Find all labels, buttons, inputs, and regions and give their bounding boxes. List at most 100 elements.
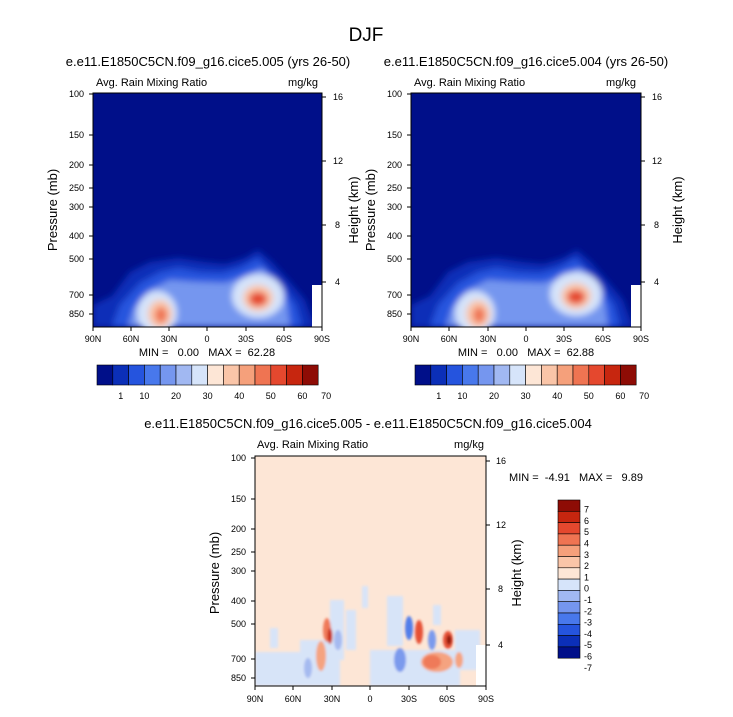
panel-difference-ytick-label: 200 bbox=[231, 524, 246, 534]
colorbar-left-swatch bbox=[302, 364, 319, 386]
panel-right-ytick-label: 500 bbox=[387, 254, 402, 264]
panel-right-ytick-label: 100 bbox=[387, 89, 402, 99]
panel-left-xtick-label: 0 bbox=[204, 334, 209, 344]
panel-right-y-axis: 100 150 200 250 300 400 500 700 850 bbox=[387, 89, 411, 319]
panel-difference-xtick-label: 60S bbox=[439, 694, 455, 704]
colorbar-left-swatch bbox=[175, 364, 193, 386]
panel-left-y-axis: 100 150 200 250 300 400 500 700 850 bbox=[69, 89, 93, 319]
panel-right-colorbar: 1 10 20 30 40 50 60 70 bbox=[414, 364, 649, 401]
colorbar-difference-swatch bbox=[557, 544, 581, 557]
panel-right-title: e.e11.E1850C5CN.f09_g16.cice5.004 (yrs 2… bbox=[384, 54, 669, 69]
panel-left-colorbar: 1 10 20 30 40 50 60 70 bbox=[96, 364, 331, 401]
panel-left-ytick-label: 200 bbox=[69, 160, 84, 170]
panel-left-contour-9 bbox=[249, 292, 267, 306]
panel-right-ylabel: Pressure (mb) bbox=[363, 169, 378, 251]
colorbar-difference-swatch bbox=[557, 533, 581, 546]
colorbar-difference-label: 0 bbox=[584, 584, 589, 594]
panel-difference-ylabel: Pressure (mb) bbox=[207, 532, 222, 614]
panel-right-field bbox=[411, 93, 641, 327]
colorbar-difference-swatch bbox=[557, 612, 581, 625]
panel-right-y2tick-label: 16 bbox=[652, 92, 662, 102]
panel-left: e.e11.E1850C5CN.f09_g16.cice5.005 (yrs 2… bbox=[45, 54, 361, 401]
panel-left-ylabel-right: Height (km) bbox=[346, 176, 361, 243]
panel-difference-contour bbox=[405, 616, 413, 640]
colorbar-right-swatch bbox=[541, 364, 558, 386]
panel-left-xtick-label: 30N bbox=[161, 334, 178, 344]
panel-right-y2-axis: 16 12 8 4 bbox=[641, 92, 662, 287]
panel-left-y2tick-label: 16 bbox=[333, 92, 343, 102]
panel-difference-ytick-label: 250 bbox=[231, 547, 246, 557]
panel-right-xtick-label: 30S bbox=[556, 334, 572, 344]
colorbar-left-label: 70 bbox=[321, 391, 331, 401]
panel-right-ylabel-right: Height (km) bbox=[670, 176, 685, 243]
panel-difference-contour bbox=[327, 628, 333, 644]
colorbar-left-swatch bbox=[254, 364, 272, 386]
colorbar-right-swatch bbox=[430, 364, 447, 386]
colorbar-left-swatch bbox=[112, 364, 129, 386]
colorbar-difference-swatch bbox=[557, 567, 581, 580]
panel-left-xtick-label: 60S bbox=[276, 334, 292, 344]
colorbar-right-label: 10 bbox=[457, 391, 467, 401]
colorbar-difference-label: 6 bbox=[584, 516, 589, 526]
colorbar-right-swatch bbox=[525, 364, 542, 386]
panel-difference-title: e.e11.E1850C5CN.f09_g16.cice5.005 - e.e1… bbox=[144, 416, 592, 431]
panel-difference-xtick-label: 30N bbox=[324, 694, 341, 704]
colorbar-left-swatch bbox=[128, 364, 145, 386]
colorbar-left-swatch bbox=[270, 364, 287, 386]
colorbar-difference-swatch bbox=[557, 623, 581, 636]
panel-right-y2tick-label: 4 bbox=[654, 277, 659, 287]
panel-difference-xtick-label: 90S bbox=[478, 694, 494, 704]
panel-right-xtick-label: 60N bbox=[441, 334, 458, 344]
panel-difference-ytick-label: 300 bbox=[231, 566, 246, 576]
colorbar-right-label: 70 bbox=[639, 391, 649, 401]
panel-difference-contour bbox=[334, 630, 342, 650]
panel-right-ytick-label: 200 bbox=[387, 160, 402, 170]
panel-difference-contour bbox=[387, 596, 403, 646]
panel-difference-ylabel-right: Height (km) bbox=[509, 539, 524, 606]
panel-difference-ytick-label: 150 bbox=[231, 494, 246, 504]
colorbar-left-label: 10 bbox=[139, 391, 149, 401]
panel-difference-x-axis: 90N 60N 30N 0 30S 60S 90S bbox=[247, 686, 494, 704]
panel-left-ytick-label: 300 bbox=[69, 202, 84, 212]
panel-difference-units-label: mg/kg bbox=[454, 439, 484, 451]
panel-right-contour-8 bbox=[473, 307, 485, 323]
colorbar-left-swatch bbox=[96, 364, 114, 386]
panel-left-topography bbox=[312, 285, 322, 327]
panel-left-ytick-label: 150 bbox=[69, 130, 84, 140]
colorbar-right-swatch bbox=[620, 364, 637, 386]
panel-left-xtick-label: 90S bbox=[314, 334, 330, 344]
colorbar-difference-label: 3 bbox=[584, 550, 589, 560]
panel-left-units-label: mg/kg bbox=[288, 77, 318, 89]
panel-left-y2tick-label: 8 bbox=[335, 220, 340, 230]
panel-difference-contour bbox=[330, 600, 344, 660]
panel-difference-xtick-label: 90N bbox=[247, 694, 264, 704]
panel-difference-ytick-label: 400 bbox=[231, 596, 246, 606]
panel-difference-xtick-label: 60N bbox=[285, 694, 302, 704]
colorbar-difference-swatch bbox=[557, 601, 581, 614]
panel-right-ytick-label: 150 bbox=[387, 130, 402, 140]
panel-left-ytick-label: 250 bbox=[69, 183, 84, 193]
colorbar-left-label: 40 bbox=[234, 391, 244, 401]
colorbar-right-swatch bbox=[414, 364, 432, 386]
panel-left-stats: MIN = 0.00 MAX = 62.28 bbox=[139, 347, 275, 359]
panel-difference-ytick-label: 500 bbox=[231, 619, 246, 629]
panel-left-ytick-label: 100 bbox=[69, 89, 84, 99]
panel-left-y2tick-label: 4 bbox=[335, 277, 340, 287]
colorbar-left-swatch bbox=[144, 364, 161, 386]
panel-difference-contour bbox=[270, 628, 278, 648]
panel-left-x-axis: 90N 60N 30N 0 30S 60S 90S bbox=[85, 327, 330, 344]
panel-difference-contour bbox=[394, 648, 406, 672]
panel-difference-field bbox=[255, 456, 486, 686]
panel-right: e.e11.E1850C5CN.f09_g16.cice5.004 (yrs 2… bbox=[363, 54, 685, 401]
panel-difference-contour bbox=[455, 652, 463, 668]
panel-left-title: e.e11.E1850C5CN.f09_g16.cice5.005 (yrs 2… bbox=[66, 54, 351, 69]
panel-difference-y-axis: 100 150 200 250 300 400 500 700 850 bbox=[231, 453, 255, 683]
panel-left-contour-8 bbox=[155, 307, 167, 323]
colorbar-difference-label: -2 bbox=[584, 606, 592, 616]
panel-right-xtick-label: 0 bbox=[523, 334, 528, 344]
colorbar-difference-swatch bbox=[557, 556, 581, 569]
colorbar-right-label: 60 bbox=[615, 391, 625, 401]
panel-difference-contour bbox=[428, 630, 436, 650]
colorbar-right-swatch bbox=[493, 364, 511, 386]
